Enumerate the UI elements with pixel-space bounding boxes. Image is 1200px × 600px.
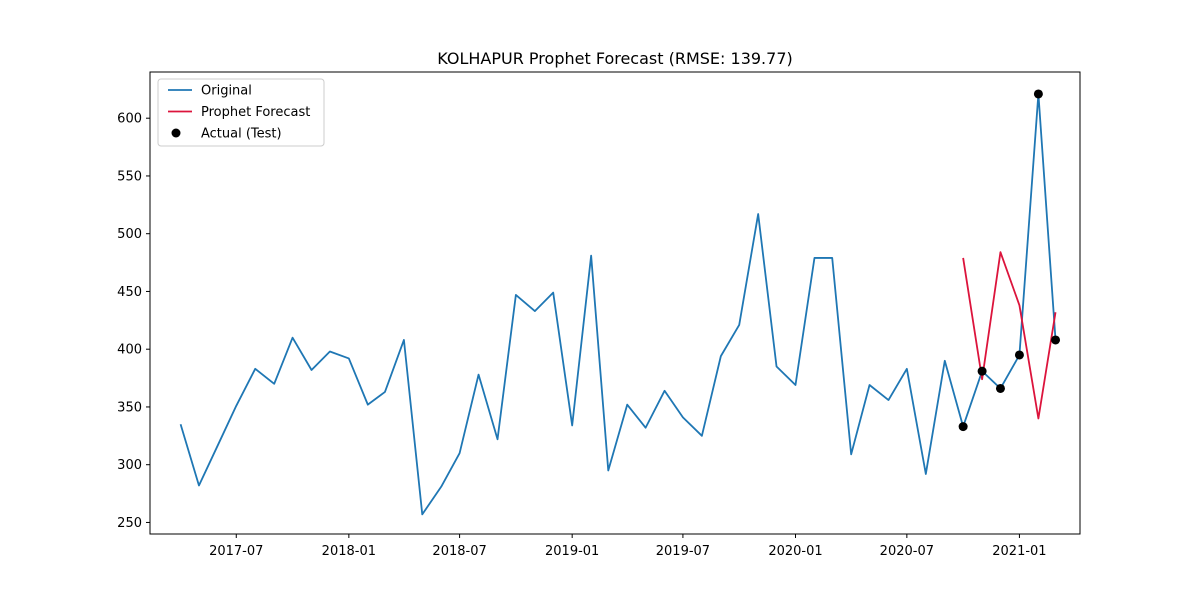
legend-label: Actual (Test) [201, 127, 282, 142]
x-tick-label: 2018-01 [322, 544, 376, 559]
data-point-actual-test [1014, 350, 1024, 360]
data-point-actual-test [958, 422, 968, 432]
series-line-original [179, 93, 1057, 516]
data-point-actual-test [995, 383, 1005, 393]
x-tick-label: 2019-07 [656, 544, 710, 559]
legend-swatch [171, 128, 181, 138]
series-line-prophet-forecast [962, 251, 1057, 420]
legend-box [157, 78, 325, 147]
data-point-actual-test [1033, 89, 1043, 99]
x-tick-label: 2020-07 [880, 544, 934, 559]
data-point-actual-test [1051, 335, 1061, 345]
x-tick-label: 2019-01 [545, 544, 599, 559]
data-point-actual-test [977, 366, 987, 376]
y-tick-label: 600 [117, 112, 142, 127]
legend-label: Prophet Forecast [201, 105, 310, 120]
axes-frame [149, 71, 1081, 535]
y-tick-label: 450 [117, 285, 142, 300]
x-tick-label: 2018-07 [432, 544, 486, 559]
legend-label: Original [201, 84, 252, 99]
y-tick-label: 400 [117, 343, 142, 358]
y-tick-label: 550 [117, 169, 142, 184]
x-tick-label: 2020-01 [768, 544, 822, 559]
legend: Original Prophet Forecast Actual (Test) [157, 78, 325, 147]
y-tick-label: 250 [117, 516, 142, 531]
y-tick-label: 500 [117, 227, 142, 242]
y-tick-label: 350 [117, 400, 142, 415]
chart-title: KOLHAPUR Prophet Forecast (RMSE: 139.77) [437, 49, 792, 68]
y-tick-label: 300 [117, 458, 142, 473]
x-tick-label: 2021-01 [992, 544, 1046, 559]
x-tick-label: 2017-07 [209, 544, 263, 559]
plot-area: 2017-07 2018-01 2018-07 2019-01 2019-07 2020-… [117, 71, 1081, 559]
